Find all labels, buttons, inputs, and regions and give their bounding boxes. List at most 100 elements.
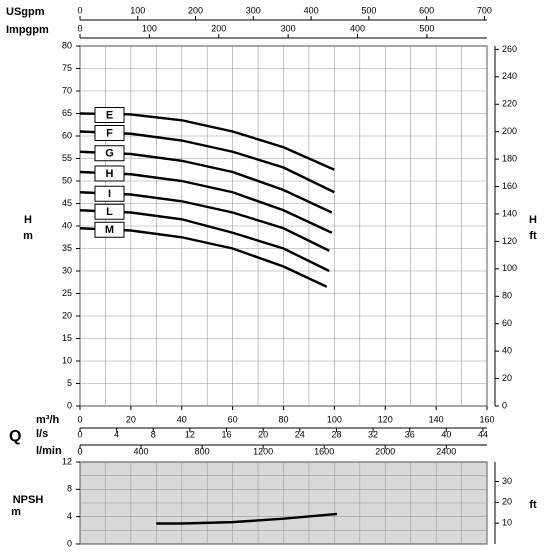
series-label: L [106,206,113,218]
series-label: G [105,148,114,160]
bottom-axis-tick-label: 40 [441,429,451,439]
curve [156,512,338,525]
top-axis-tick-label: 300 [246,5,261,15]
y2-axis-label: H [529,214,537,226]
y-tick-label: 10 [62,355,72,365]
y-tick-label: 30 [62,265,72,275]
series-label-box [94,145,125,162]
y-tick-label: 0 [67,400,72,410]
top-axis-tick-label: 600 [419,5,434,15]
series-label-box [94,203,125,220]
y2-axis-unit: ft [529,499,537,511]
y-axis-label: H [24,214,32,226]
bottom-axis-tick-label: 800 [195,446,210,456]
top-axis-tick-label: 300 [281,23,296,33]
top-axis-label: Impgpm [6,24,49,36]
y-tick-label: 75 [62,63,72,73]
y-tick-label: 25 [62,288,72,298]
y-axis-unit: m [23,230,33,242]
x-tick-label: 140 [429,414,444,424]
y-tick-label: 0 [67,538,72,548]
series-label-box [94,107,125,123]
bottom-axis-tick-label: 1600 [314,446,334,456]
y-axis-unit: m [11,506,21,518]
bottom-axis-tick-label: 400 [134,446,149,456]
bottom-axis-tick-label: 0 [77,446,82,456]
y-tick-label: 12 [62,456,72,466]
top-axis-tick-label: 500 [361,5,376,15]
bottom-axis-tick-label: 2400 [436,446,456,456]
bottom-axis-tick-label: 32 [368,429,378,439]
y2-tick-label: 260 [502,44,517,54]
y-tick-label: 50 [62,175,72,185]
y2-tick-label: 140 [502,208,517,218]
series-label-box [94,165,125,182]
bottom-axis-tick-label: 2000 [375,446,395,456]
y2-tick-label: 100 [502,263,517,273]
x-tick-label: 0 [77,414,82,424]
x-tick-label: 120 [378,414,393,424]
bottom-axis-tick-label: 16 [222,429,232,439]
y-tick-label: 5 [67,378,72,388]
series-label: I [108,188,111,200]
series-label: E [106,109,113,121]
y-tick-label: 40 [62,220,72,230]
y2-tick-label: 0 [502,400,507,410]
y-tick-label: 55 [62,153,72,163]
y2-tick-label: 80 [502,291,512,301]
y-tick-label: 20 [62,310,72,320]
bottom-axis-tick-label: 28 [331,429,341,439]
top-axis-tick-label: 100 [130,5,145,15]
y-axis-label: NPSH [13,494,44,506]
y2-tick-label: 120 [502,236,517,246]
top-axis-tick-label: 0 [77,23,82,33]
x-tick-label: 60 [228,414,238,424]
x-tick-label: 20 [126,414,136,424]
y-tick-label: 35 [62,243,72,253]
y2-tick-label: 60 [502,318,512,328]
top-axis-tick-label: 200 [188,5,203,15]
bottom-axis-tick-label: 20 [258,429,268,439]
bottom-axis-tick-label: 44 [478,429,488,439]
x-axis-label: m³/h [36,414,60,426]
bottom-axis-tick-label: 0 [77,429,82,439]
y2-tick-label: 10 [502,518,512,528]
bottom-axis-label: l/s [36,428,48,440]
y-tick-label: 60 [62,130,72,140]
y-tick-label: 8 [67,484,72,494]
y2-tick-label: 20 [502,373,512,383]
top-axis-tick-label: 700 [477,5,492,15]
top-axis-tick-label: 400 [350,23,365,33]
bottom-axis-tick-label: 12 [185,429,195,439]
x-tick-label: 100 [327,414,342,424]
y2-tick-label: 20 [502,497,512,507]
top-axis-tick-label: 500 [419,23,434,33]
top-axis-tick-label: 0 [77,5,82,15]
y2-tick-label: 240 [502,71,517,81]
top-axis-tick-label: 400 [304,5,319,15]
y-tick-label: 15 [62,333,72,343]
series-label: M [105,224,114,236]
y-tick-label: 70 [62,85,72,95]
y-tick-label: 45 [62,198,72,208]
y-tick-label: 4 [67,511,72,521]
y2-axis-unit: ft [529,230,537,242]
bottom-axis-tick-label: 1200 [253,446,273,456]
y2-tick-label: 40 [502,346,512,356]
q-label: Q [9,428,21,445]
x-tick-label: 40 [177,414,187,424]
y2-tick-label: 30 [502,476,512,486]
series-label: H [106,168,114,180]
bottom-axis-tick-label: 24 [295,429,305,439]
series-label-box [94,221,125,238]
bottom-axis-tick-label: 4 [114,429,119,439]
x-tick-label: 80 [278,414,288,424]
y-tick-label: 65 [62,108,72,118]
y2-tick-label: 160 [502,181,517,191]
series-label: F [106,127,113,139]
series-label-box [94,185,125,202]
y2-tick-label: 200 [502,126,517,136]
series-label-box [94,125,125,141]
top-axis-label: USgpm [6,6,45,18]
top-axis-tick-label: 100 [142,23,157,33]
